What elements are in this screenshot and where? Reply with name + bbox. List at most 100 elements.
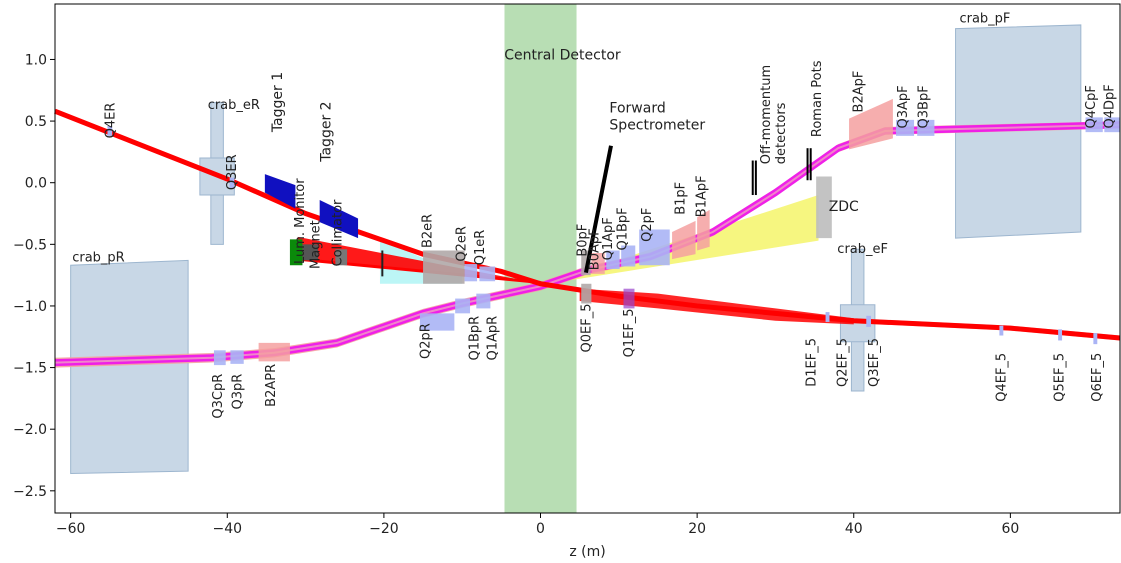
Q6EF_5-element bbox=[1093, 333, 1098, 345]
element-label-B1pF: B1pF bbox=[674, 182, 689, 215]
zdc-label: ZDC bbox=[829, 199, 859, 215]
element-label-B2eR: B2eR bbox=[421, 214, 436, 248]
element-label-Q1BpF: Q1BpF bbox=[616, 207, 631, 250]
y-tick-label--1.5: −1.5 bbox=[13, 361, 47, 377]
crab-pF-label: crab_pF bbox=[959, 11, 1010, 26]
off-momentum-label-1: Off-momentum bbox=[759, 65, 774, 164]
roman-pots-label: Roman Pots bbox=[810, 60, 825, 137]
zdc-box bbox=[816, 176, 832, 239]
element-label-B2ApF: B2ApF bbox=[851, 71, 866, 113]
Q2eR-element bbox=[464, 264, 478, 282]
Q3pR-element bbox=[230, 350, 244, 364]
D1EF_5-element bbox=[825, 312, 830, 322]
magnet-element-layer bbox=[107, 98, 1120, 366]
tagger-1-label: Tagger 1 bbox=[270, 72, 286, 133]
central-detector-region bbox=[504, 4, 577, 513]
off-momentum-label-2: detectors bbox=[774, 102, 789, 164]
element-label-B0ApF: B0ApF bbox=[587, 228, 602, 270]
Q4EF_5-element bbox=[999, 325, 1004, 336]
element-label-B0pF: B0pF bbox=[576, 224, 591, 257]
Q4DpF-element bbox=[1104, 117, 1120, 133]
element-label-Q1ApR: Q1ApR bbox=[486, 316, 501, 361]
Q1BpF-element bbox=[621, 245, 636, 267]
tagger-1-box bbox=[264, 174, 296, 209]
element-label-Q3ApF: Q3ApF bbox=[896, 85, 911, 128]
Q2pR-element bbox=[419, 313, 455, 331]
element-label-Q0EF_5: Q0EF_5 bbox=[580, 303, 595, 352]
forward-spectrometer-marker bbox=[583, 145, 613, 274]
B2APR-element bbox=[258, 342, 290, 362]
element-label-Q3ER: Q3ER bbox=[225, 154, 240, 190]
magnet-label: Magnet bbox=[309, 220, 324, 269]
x-tick-label-60: 60 bbox=[1001, 521, 1019, 537]
x-tick-label-40: 40 bbox=[845, 521, 863, 537]
lumi-monitor-box bbox=[289, 239, 303, 266]
element-label-Q2eR: Q2eR bbox=[454, 226, 469, 262]
y-tick-label-0.5: 0.5 bbox=[25, 114, 47, 130]
y-tick-label--2: −2.0 bbox=[13, 422, 47, 438]
element-label-Q2pF: Q2pF bbox=[640, 208, 655, 242]
element-label-Q3EF_5: Q3EF_5 bbox=[867, 338, 882, 387]
crab-eR-label: crab_eR bbox=[208, 98, 260, 113]
lumi-monitor-label: Lum. Monitor bbox=[293, 178, 308, 264]
axes-layer: −60 −40 −20 0 20 40 60 −2.5 −2.0 −1.5 −1.0 −0.5 0.0 0… bbox=[13, 3, 1121, 560]
element-label-Q1EF_5: Q1EF_5 bbox=[622, 308, 637, 357]
B1pF-element bbox=[672, 220, 696, 260]
element-label-Q1ApF: Q1ApF bbox=[601, 217, 616, 260]
Q1ApF-element bbox=[606, 250, 620, 269]
B1ApF-element bbox=[697, 209, 710, 251]
Q0EF_5-element bbox=[581, 283, 592, 304]
Q2pF-element bbox=[639, 229, 670, 266]
Q3BpF-element bbox=[917, 119, 935, 136]
y-tick-label-1: 1.0 bbox=[25, 52, 47, 68]
electron-beam-forward-spread bbox=[579, 288, 854, 325]
crab-cavity-1 bbox=[70, 259, 189, 475]
collimator-box bbox=[335, 249, 348, 266]
plot-frame bbox=[54, 3, 1121, 514]
Q3CpR-element bbox=[213, 350, 226, 366]
element-label-Q6EF_5: Q6EF_5 bbox=[1090, 353, 1105, 402]
central-detector-label: Central Detector bbox=[504, 47, 621, 63]
Q1eR-element bbox=[479, 266, 496, 282]
element-label-Q4EF_5: Q4EF_5 bbox=[995, 353, 1010, 402]
forward-spectrometer-label-2: Spectrometer bbox=[609, 118, 705, 134]
element-label-Q2EF_5: Q2EF_5 bbox=[836, 338, 851, 387]
collimator-label: Collimator bbox=[331, 199, 346, 267]
element-label-Q4ER: Q4ER bbox=[104, 103, 119, 139]
y-tick-label-0: 0.0 bbox=[25, 176, 47, 192]
Q1ApR-element bbox=[476, 293, 491, 309]
element-label-Q3pR: Q3pR bbox=[230, 374, 245, 410]
crab-cavity-0 bbox=[955, 24, 1082, 239]
label-layer: Central Detector Forward Spectrometer Off-m… bbox=[72, 11, 1118, 418]
Q4CpF-element bbox=[1085, 117, 1103, 133]
forward-spectrometer-label-1: Forward bbox=[609, 100, 665, 116]
element-label-Q5EF_5: Q5EF_5 bbox=[1053, 353, 1068, 402]
element-label-Q1BpR: Q1BpR bbox=[468, 316, 483, 361]
B2eR-element bbox=[423, 250, 465, 284]
Q4ER-element bbox=[107, 126, 113, 136]
y-tick-label--2.5: −2.5 bbox=[13, 484, 47, 500]
x-axis-label: z (m) bbox=[569, 544, 605, 560]
y-tick-label--0.5: −0.5 bbox=[13, 237, 47, 253]
x-tick-label-20: 20 bbox=[688, 521, 706, 537]
x-tick-label--40: −40 bbox=[213, 521, 243, 537]
Q3ApF-element bbox=[896, 119, 915, 136]
element-label-Q3BpF: Q3BpF bbox=[916, 85, 931, 128]
element-label-B2APR: B2APR bbox=[264, 364, 279, 407]
element-label-Q1eR: Q1eR bbox=[473, 230, 488, 266]
Q3EF_5-element bbox=[866, 315, 871, 327]
tagger-2-label: Tagger 2 bbox=[319, 101, 335, 162]
element-label-Q2pR: Q2pR bbox=[418, 323, 433, 359]
Q3ER-element bbox=[229, 177, 235, 189]
element-label-D1EF_5: D1EF_5 bbox=[804, 338, 819, 387]
B2ApF-element bbox=[849, 98, 893, 150]
x-tick-label--60: −60 bbox=[56, 521, 86, 537]
crab-pR-label: crab_pR bbox=[72, 251, 125, 266]
magnet-box bbox=[302, 244, 319, 261]
Q1EF_5-element bbox=[623, 288, 635, 309]
crab-eF-label: crab_eF bbox=[837, 242, 888, 257]
B0ApF-element bbox=[591, 252, 605, 274]
element-label-B1ApF: B1ApF bbox=[695, 175, 710, 217]
element-label-Q3CpR: Q3CpR bbox=[211, 374, 226, 419]
